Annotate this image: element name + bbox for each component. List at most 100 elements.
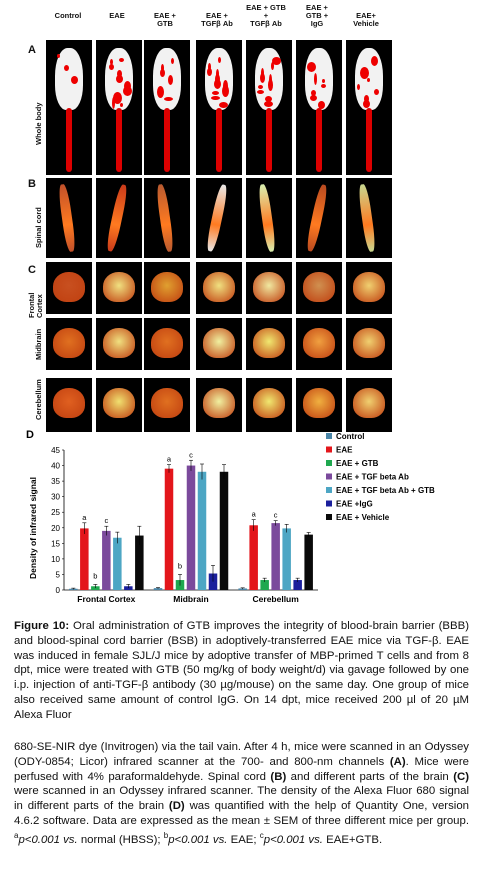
caption-ref-a: (A): [389, 755, 406, 768]
legend-label: EAE + Vehicle: [336, 513, 390, 522]
brain-section-shape: [353, 328, 385, 358]
whole-body-image: [196, 40, 242, 175]
brain-section-shape: [103, 328, 135, 358]
spinal-cord-image: [96, 178, 142, 258]
red-signal: [357, 84, 360, 90]
bar: [219, 471, 229, 590]
bar: [249, 525, 258, 590]
caption-text-2d: were scanned in an Odyssey infrared scan…: [14, 785, 469, 813]
red-signal: [71, 76, 78, 84]
legend-label: EAE: [336, 446, 353, 455]
mouse-tail-shape: [316, 108, 322, 172]
spinal-cord-image: [196, 178, 242, 258]
red-signal: [322, 79, 325, 83]
brain-section-shape: [303, 272, 335, 302]
frontal-cortex-image: [96, 262, 142, 314]
brain-section-shape: [303, 388, 335, 418]
significance-label: a: [167, 455, 172, 464]
red-signal: [161, 64, 164, 72]
spinal-cord-shape: [357, 183, 377, 253]
red-signal: [257, 90, 264, 94]
whole-body-image: [346, 40, 392, 175]
significance-label: b: [93, 571, 97, 580]
midbrain-image: [296, 318, 342, 370]
significance-label: a: [252, 510, 257, 519]
spinal-cord-image: [46, 178, 92, 258]
legend-swatch: [326, 500, 332, 507]
red-signal: [318, 101, 325, 109]
sup-b: b: [163, 830, 169, 840]
y-tick-label: 0: [56, 586, 61, 595]
column-header: EAE + GTB + TGFβ Ab: [246, 3, 286, 28]
brain-section-shape: [203, 388, 235, 418]
row-label-frontal-cortex: Frontal Cortex: [27, 292, 44, 318]
red-signal: [367, 78, 370, 82]
bar: [197, 471, 207, 590]
panel-label-d: D: [26, 429, 34, 441]
caption-vs-1: vs.: [63, 833, 78, 846]
spinal-cord-image: [246, 178, 292, 258]
frontal-cortex-image: [346, 262, 392, 314]
bar: [282, 528, 291, 590]
red-signal: [314, 73, 317, 85]
red-signal: [64, 65, 69, 71]
spinal-cord-image: [346, 178, 392, 258]
bar: [113, 537, 122, 590]
mouse-tail-shape: [116, 108, 122, 172]
bar: [69, 588, 78, 590]
brain-section-shape: [151, 328, 183, 358]
red-signal: [112, 97, 115, 109]
column-header: EAE + TGFβ Ab: [201, 11, 233, 28]
mouse-tail-shape: [366, 108, 372, 172]
cerebellum-image: [46, 378, 92, 432]
red-signal: [360, 67, 369, 79]
red-signal: [109, 64, 114, 70]
brain-section-shape: [103, 388, 135, 418]
red-signal: [117, 70, 122, 78]
brain-section-shape: [203, 328, 235, 358]
row-label-whole-body: Whole body: [34, 102, 43, 146]
red-signal: [311, 90, 316, 96]
frontal-cortex-image: [246, 262, 292, 314]
caption-p-a: p<0.001: [18, 833, 64, 846]
brain-section-shape: [303, 328, 335, 358]
cerebellum-image: [96, 378, 142, 432]
red-signal: [157, 86, 164, 98]
brain-section-shape: [253, 388, 285, 418]
significance-label: c: [189, 450, 193, 459]
whole-body-image: [46, 40, 92, 175]
significance-label: c: [104, 516, 108, 525]
midbrain-image: [96, 318, 142, 370]
spinal-cord-shape: [155, 183, 175, 253]
red-signal: [310, 95, 317, 101]
brain-section-shape: [253, 272, 285, 302]
sup-a: a: [14, 830, 19, 840]
caption-vs-2: vs.: [212, 833, 228, 846]
caption-paragraph-2: 680-SE-NIR dye (Invitrogen) via the tail…: [14, 740, 469, 847]
bar: [102, 530, 111, 590]
red-signal: [364, 95, 369, 103]
legend-label: EAE +IgG: [336, 500, 373, 509]
spinal-cord-shape: [205, 183, 229, 253]
mouse-tail-shape: [266, 108, 272, 172]
sup-c: c: [259, 830, 264, 840]
legend-swatch: [326, 446, 332, 453]
whole-body-image: [296, 40, 342, 175]
panel-label-c: C: [28, 264, 36, 276]
y-tick-label: 35: [51, 477, 60, 486]
panel-label-b: B: [28, 178, 36, 190]
red-signal: [120, 103, 123, 107]
red-signal: [265, 96, 272, 102]
column-header: EAE + GTB + IgG: [305, 3, 329, 28]
frontal-cortex-image: [46, 262, 92, 314]
caption-p-b: p<0.001: [168, 833, 213, 846]
bar: [238, 588, 247, 590]
red-signal: [113, 92, 122, 104]
mouse-body-shape: [305, 48, 333, 110]
caption-text-2b: . Mice were perfused with 4% paraformald…: [14, 755, 470, 783]
cerebellum-image: [246, 378, 292, 432]
whole-body-image: [246, 40, 292, 175]
caption-text-2e: was quantified with the help of Quantity…: [14, 800, 469, 827]
red-signal: [363, 100, 370, 108]
legend-swatch: [326, 473, 332, 480]
